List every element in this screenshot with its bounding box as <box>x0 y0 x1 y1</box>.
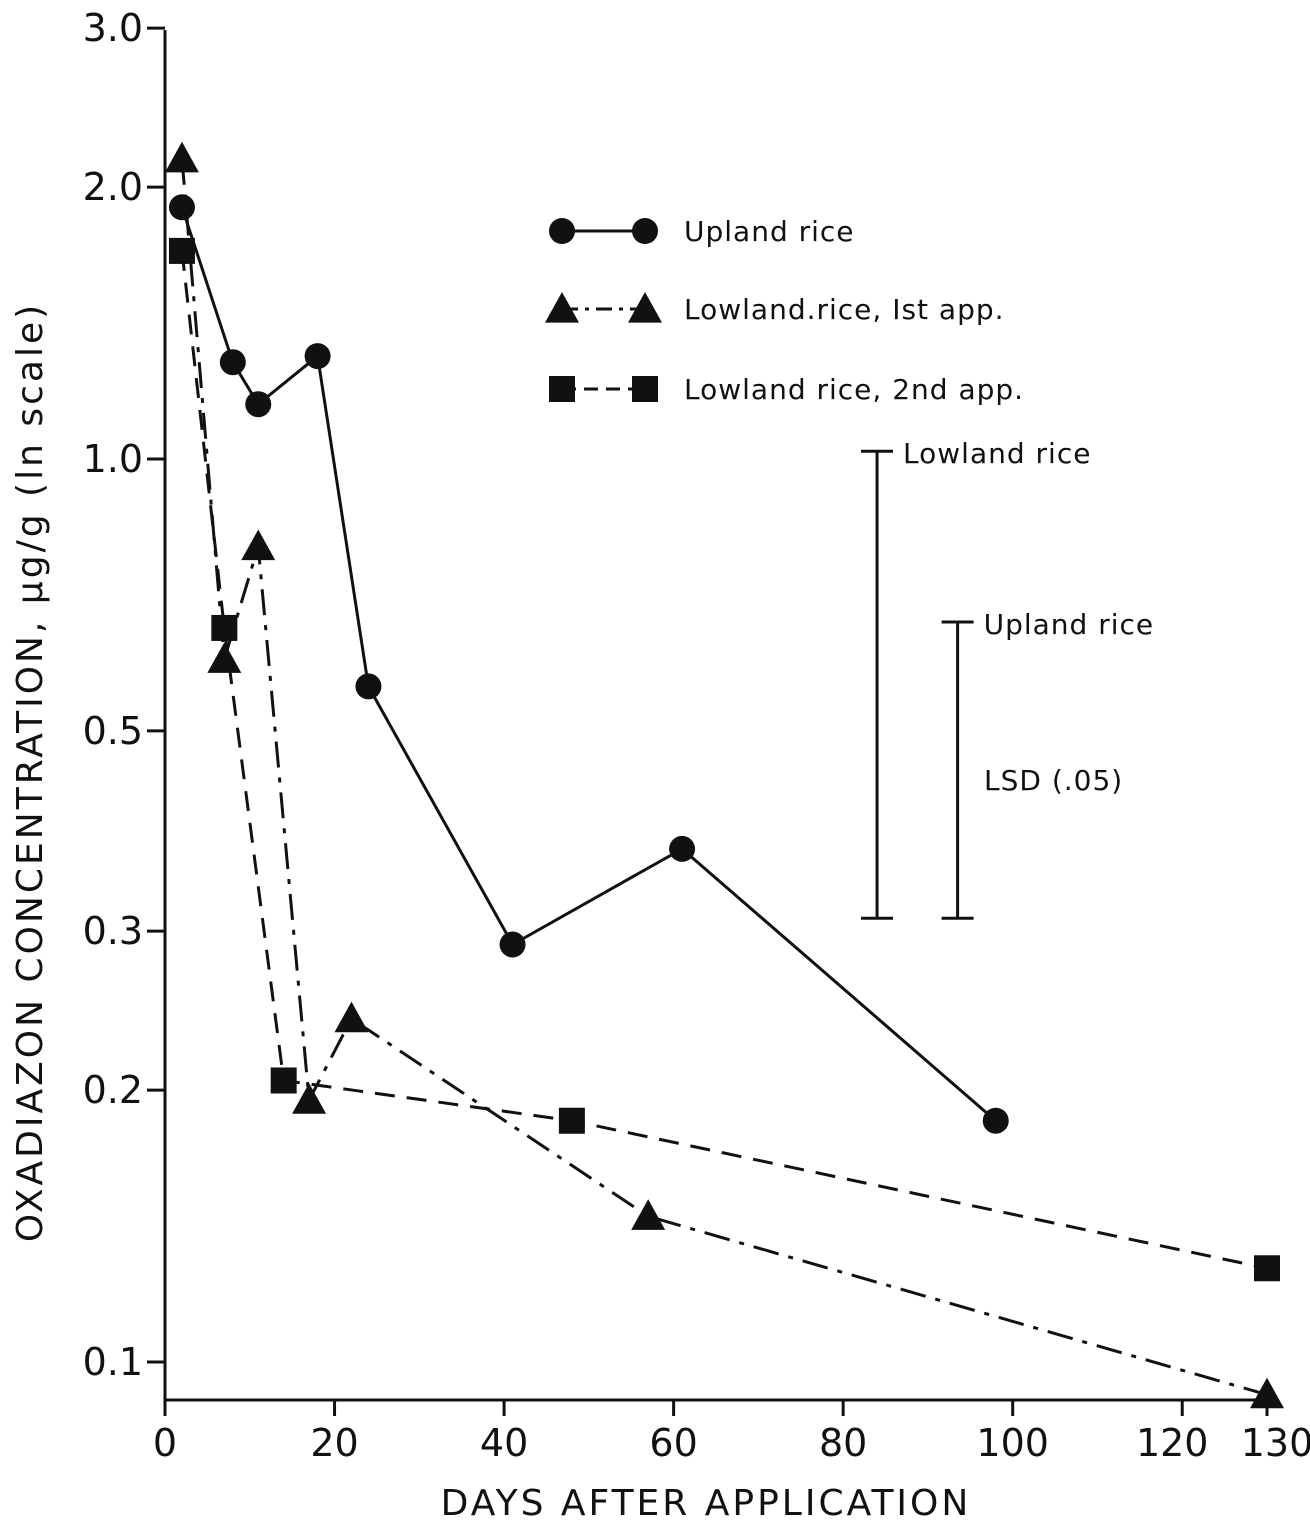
x-tick-label: 0 <box>153 1421 177 1465</box>
y-tick-label: 2.0 <box>83 165 143 209</box>
circle-marker <box>245 391 272 418</box>
axes <box>163 30 1271 1402</box>
x-tick-label: 20 <box>310 1421 358 1465</box>
square-marker <box>1254 1255 1280 1282</box>
x-axis-title: DAYS AFTER APPLICATION <box>441 1483 972 1524</box>
series-line <box>180 206 997 1122</box>
triangle-marker <box>628 292 662 323</box>
series-markers <box>164 141 1284 1409</box>
circle-marker <box>982 1107 1009 1134</box>
legend-label: Lowland.rice, Ist app. <box>684 293 1005 326</box>
x-tick-label: 120 <box>1136 1421 1209 1465</box>
circle-marker <box>549 218 575 244</box>
y-tick-label: 0.1 <box>83 1340 143 1384</box>
triangle-marker <box>334 1001 369 1033</box>
triangle-marker <box>631 1199 666 1230</box>
circle-marker <box>304 343 331 370</box>
x-tick-label: 80 <box>819 1421 867 1465</box>
square-marker <box>211 614 238 641</box>
x-tick-label: 100 <box>976 1421 1049 1465</box>
square-marker <box>549 376 575 402</box>
circle-marker <box>669 835 696 862</box>
x-tick-label: 130 <box>1241 1421 1310 1465</box>
legend-label: Upland rice <box>684 215 855 248</box>
x-tick-label: 40 <box>480 1421 528 1465</box>
circle-marker <box>632 218 658 244</box>
x-tick-label: 60 <box>649 1421 697 1465</box>
y-tick-label: 0.3 <box>83 909 143 953</box>
triangle-marker <box>545 292 579 323</box>
triangle-marker <box>241 529 276 561</box>
triangle-marker <box>292 1083 327 1114</box>
triangle-marker <box>164 141 199 173</box>
y-tick-label: 3.0 <box>83 6 143 50</box>
square-marker <box>168 237 195 264</box>
triangle-marker <box>207 642 242 673</box>
square-marker <box>632 376 658 402</box>
legend: Upland rice Lowland.rice, Ist app. Lowland… <box>545 215 1024 406</box>
y-tick-label: 1.0 <box>83 437 143 481</box>
lsd-bar-label: Upland rice <box>984 608 1155 641</box>
y-tick-label: 0.2 <box>83 1068 143 1112</box>
lsd-bar-label: Lowland rice <box>903 437 1091 470</box>
y-axis-ticks: 0.1 0.2 0.3 0.5 1.0 2.0 3.0 <box>83 6 165 1384</box>
circle-marker <box>499 931 526 958</box>
square-marker <box>558 1107 585 1134</box>
y-tick-label: 0.5 <box>83 709 143 753</box>
lsd-annotation: LSD (.05) <box>984 764 1123 797</box>
triangle-marker <box>1250 1377 1284 1409</box>
y-axis-title: OXADIAZON CONCENTRATION, µg/g (ln scale) <box>10 302 51 1242</box>
legend-label: Lowland rice, 2nd app. <box>684 373 1024 406</box>
lsd-bars: Lowland rice Upland rice <box>861 437 1155 920</box>
square-marker <box>270 1067 297 1094</box>
x-axis-ticks: 0 20 40 60 80 100 120 130 <box>153 1400 1310 1465</box>
circle-marker <box>168 194 195 221</box>
circle-marker <box>219 349 246 376</box>
circle-marker <box>355 673 382 700</box>
